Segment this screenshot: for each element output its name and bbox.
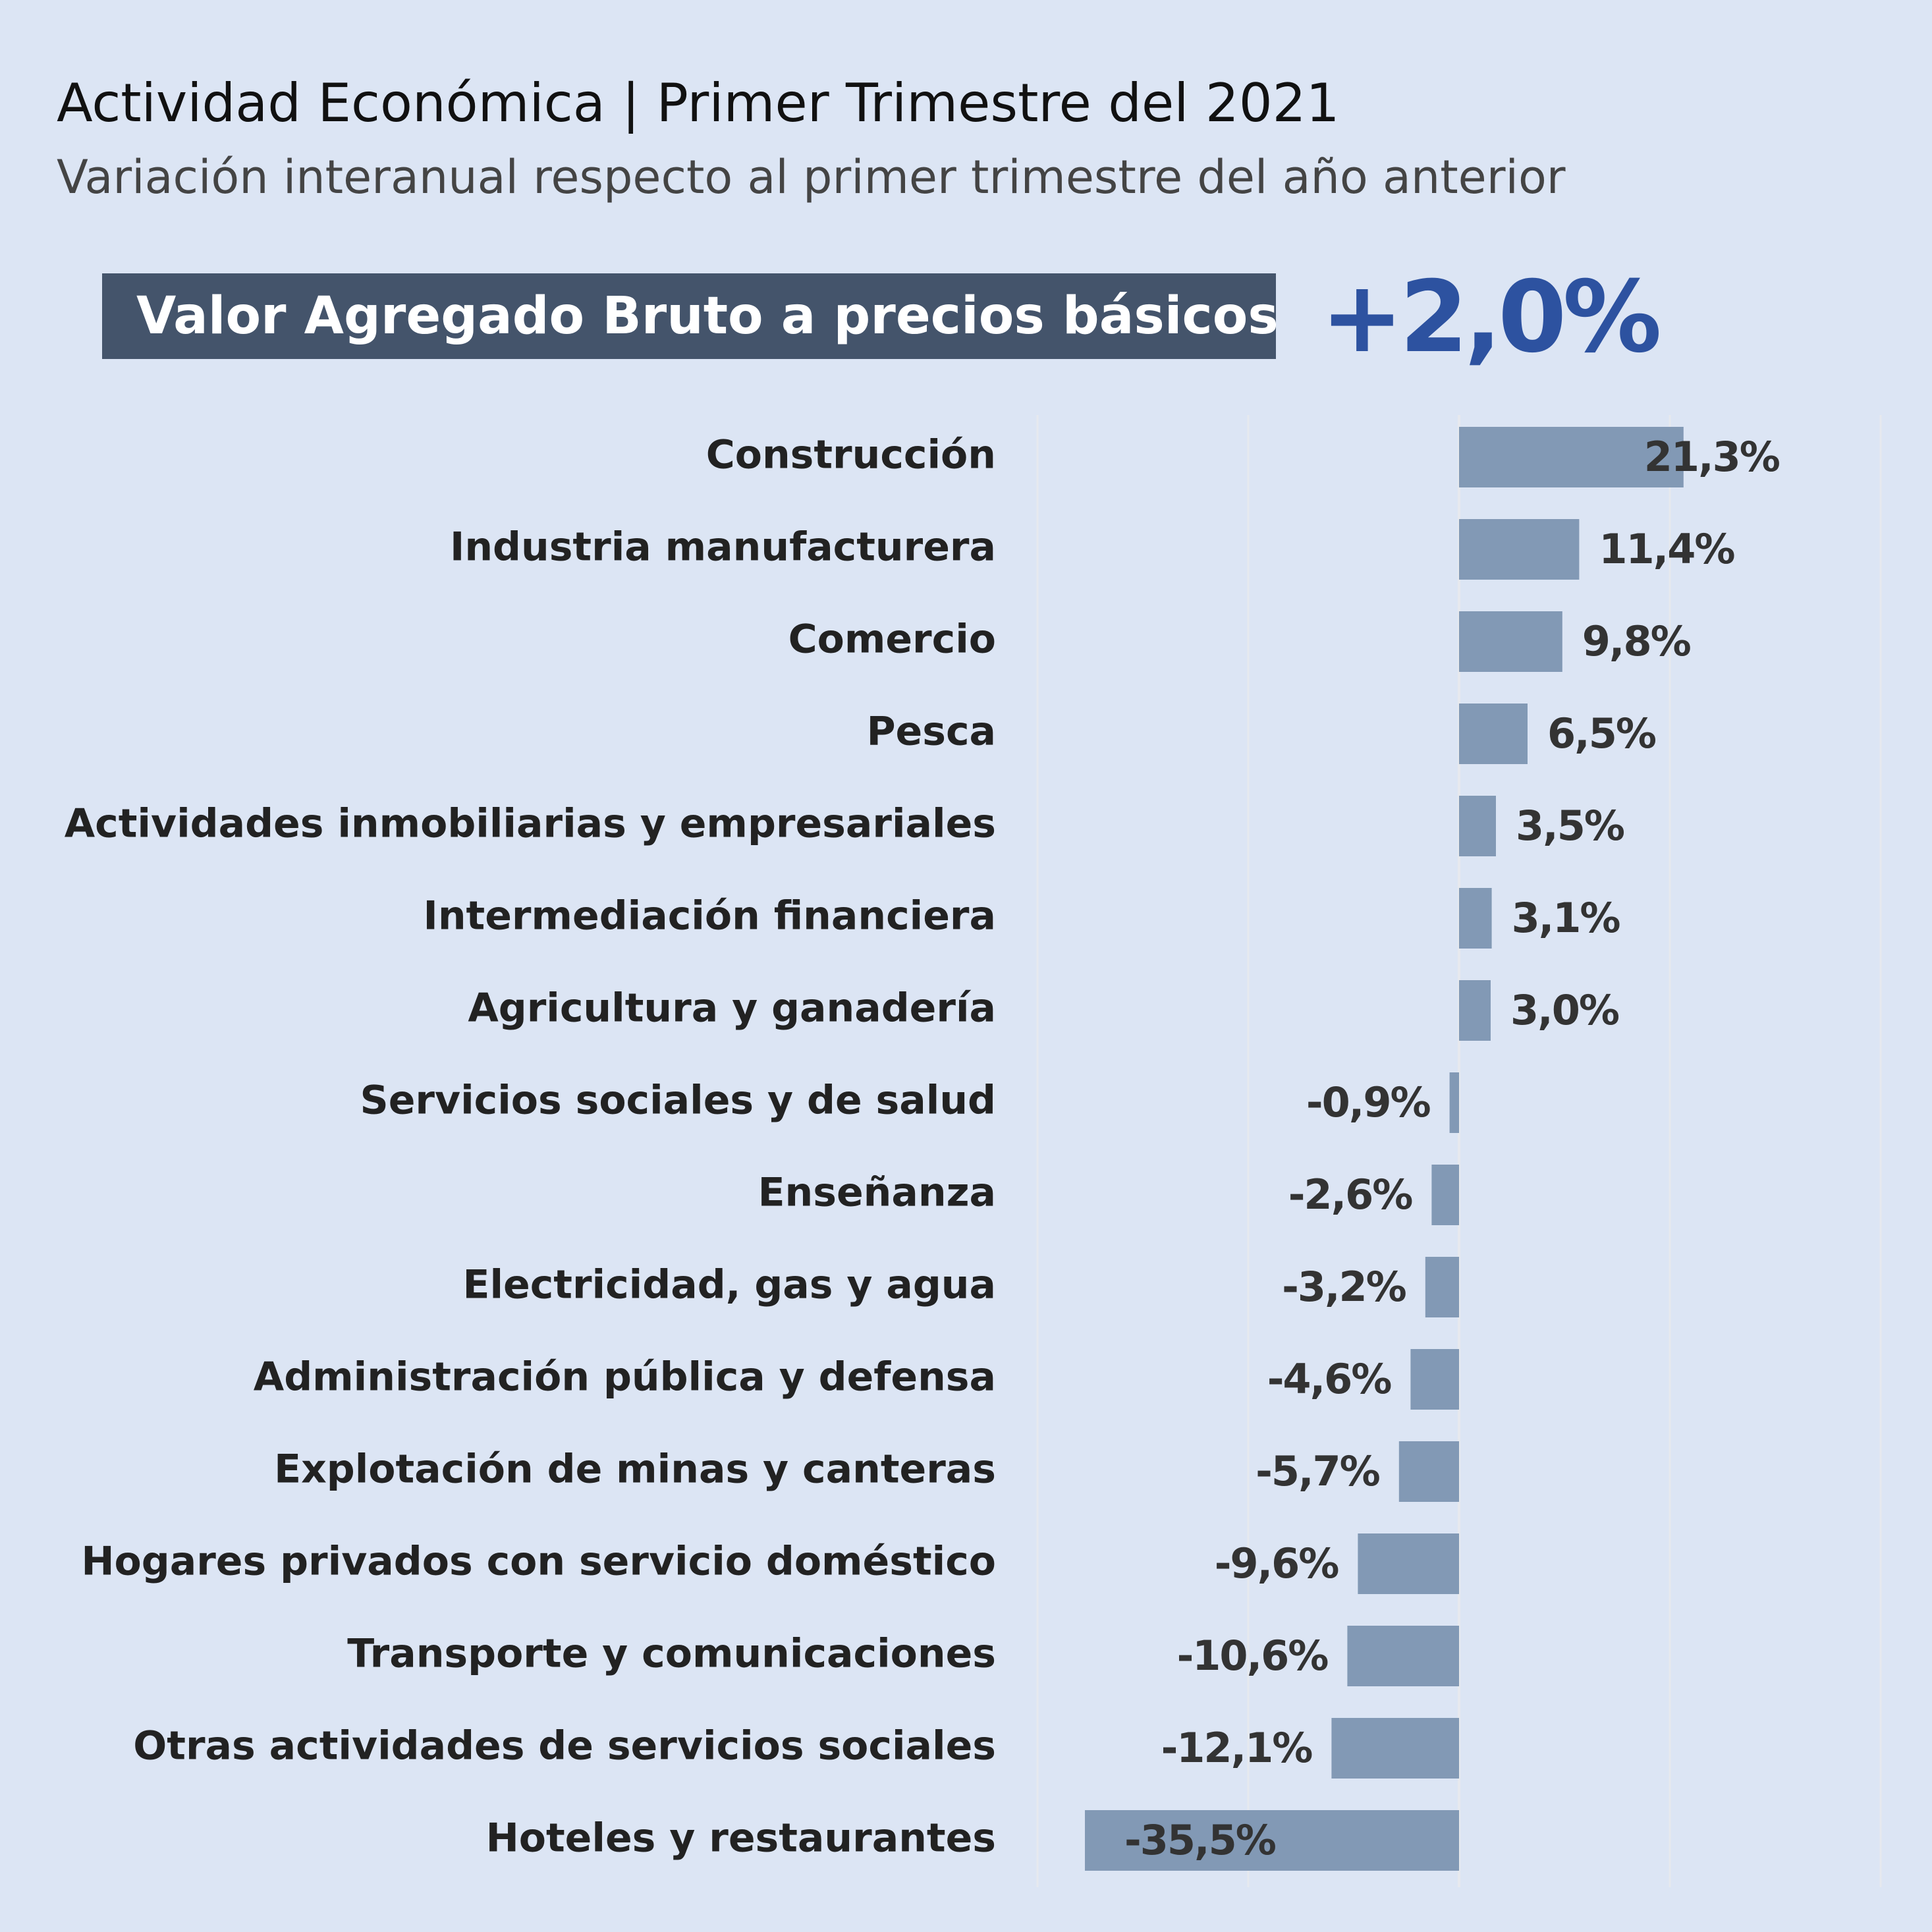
- value-label: -5,7%: [1256, 1447, 1380, 1495]
- value-label: -3,2%: [1282, 1263, 1406, 1311]
- bar: [1459, 980, 1491, 1041]
- bar: [1358, 1533, 1459, 1594]
- value-label: -4,6%: [1267, 1355, 1392, 1403]
- bar: [1459, 888, 1492, 949]
- bars: [1085, 427, 1684, 1871]
- category-label: Enseñanza: [758, 1170, 996, 1216]
- value-label: 3,1%: [1512, 894, 1620, 942]
- value-label: -2,6%: [1288, 1171, 1413, 1219]
- value-label: -10,6%: [1177, 1632, 1329, 1680]
- category-label: Electricidad, gas y agua: [462, 1262, 996, 1308]
- value-label: 6,5%: [1547, 709, 1656, 758]
- category-label: Hoteles y restaurantes: [486, 1815, 996, 1862]
- bar: [1459, 427, 1684, 487]
- category-label: Construcción: [706, 432, 996, 478]
- vab-banner: Valor Agregado Bruto a precios básicos: [102, 273, 1279, 359]
- chart-title: Actividad Económica | Primer Trimestre d…: [57, 72, 1340, 134]
- category-label: Servicios sociales y de salud: [360, 1078, 996, 1124]
- bar: [1347, 1626, 1459, 1686]
- bar: [1425, 1257, 1459, 1317]
- value-label: -12,1%: [1161, 1724, 1313, 1772]
- bar: [1449, 1072, 1459, 1133]
- value-label: 3,5%: [1516, 802, 1624, 850]
- value-label: -0,9%: [1306, 1078, 1431, 1126]
- category-label: Pesca: [867, 709, 996, 755]
- category-label: Agricultura y ganadería: [468, 985, 996, 1032]
- value-label: -9,6%: [1215, 1539, 1339, 1587]
- vab-value: +2,0%: [1321, 260, 1662, 375]
- bar: [1398, 1441, 1459, 1502]
- bar: [1431, 1165, 1459, 1225]
- bar: [1459, 611, 1562, 672]
- category-label: Comercio: [788, 617, 996, 663]
- bar: [1459, 519, 1580, 580]
- value-label: 11,4%: [1599, 525, 1734, 573]
- category-label: Otras actividades de servicios sociales: [133, 1723, 996, 1769]
- chart-subtitle: Variación interanual respecto al primer …: [57, 150, 1566, 204]
- category-label: Industria manufacturera: [450, 524, 996, 570]
- category-label: Transporte y comunicaciones: [347, 1631, 996, 1677]
- bar: [1459, 704, 1528, 764]
- category-label: Actividades inmobiliarias y empresariale…: [65, 801, 996, 847]
- category-label: Administración pública y defensa: [254, 1354, 996, 1400]
- bar: [1085, 1810, 1459, 1871]
- bar: [1410, 1349, 1459, 1410]
- bar: [1459, 796, 1496, 856]
- value-label: 9,8%: [1582, 617, 1691, 665]
- value-label: 3,0%: [1510, 986, 1619, 1034]
- value-label: 21,3%: [1644, 433, 1780, 481]
- category-label: Explotación de minas y canteras: [274, 1447, 996, 1493]
- bar: [1331, 1718, 1459, 1779]
- labels: Construcción 21,3% Industria manufacturera…: [65, 432, 1781, 1865]
- category-label: Hogares privados con servicio doméstico: [81, 1539, 996, 1585]
- category-label: Intermediación financiera: [424, 893, 996, 939]
- vab-label: Valor Agregado Bruto a precios básicos: [136, 287, 1279, 346]
- value-label: -35,5%: [1124, 1816, 1276, 1864]
